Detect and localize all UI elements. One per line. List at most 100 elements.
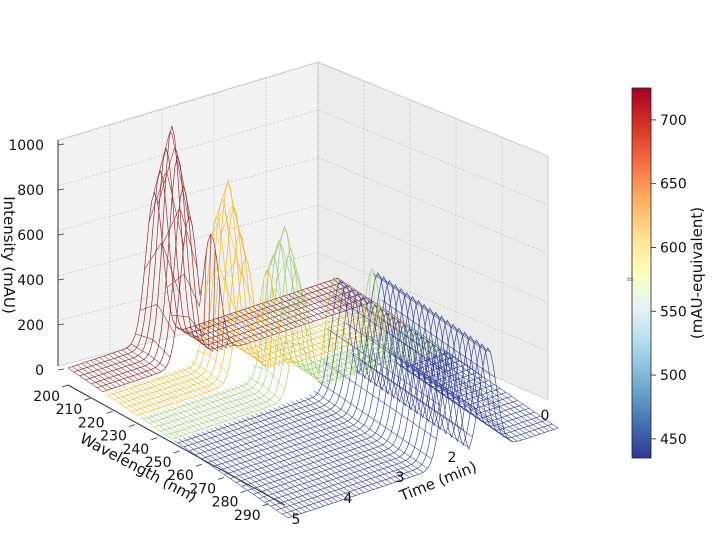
surface-line-wavelength: [192, 434, 307, 513]
surface-line-wavelength: [342, 273, 375, 371]
surface-line-wavelength: [238, 310, 274, 335]
wavelength-tick-mark: [262, 503, 269, 507]
surface-line-wavelength: [180, 403, 213, 426]
surface-line-wavelength: [273, 407, 388, 486]
surface-line-wavelength: [399, 364, 514, 443]
surface-line-wavelength: [352, 310, 386, 334]
surface-line-wavelength: [104, 393, 138, 416]
surface-line-wavelength: [81, 363, 117, 388]
surface-line-wavelength: [253, 343, 287, 365]
wavelength-tick-mark: [61, 384, 69, 388]
colorbar-marker: =: [626, 274, 634, 285]
surface-line-wavelength: [108, 354, 144, 379]
surface-line-wavelength: [297, 292, 330, 386]
surface-line-wavelength: [271, 337, 305, 361]
surface-line-wavelength: [193, 398, 227, 422]
surface-line-wavelength: [118, 388, 152, 412]
surface-line-wavelength: [340, 291, 455, 370]
surface-line-wavelength: [225, 315, 261, 340]
surface-line-wavelength: [324, 355, 357, 377]
surface-line-wavelength: [408, 362, 523, 441]
surface-line-wavelength: [140, 381, 174, 404]
surface-line-wavelength: [184, 284, 220, 352]
surface-line-wavelength: [195, 349, 228, 374]
time-tick-label: 3: [396, 470, 405, 486]
surface-line-wavelength: [304, 396, 419, 475]
surface-line-wavelength: [229, 386, 263, 410]
colorbar-tick-label: 700: [660, 113, 687, 129]
surface-line-wavelength: [261, 288, 294, 335]
grid-line: [57, 157, 319, 232]
surface-line-wavelength: [293, 330, 327, 353]
wavelength-tick-label: 270: [189, 481, 216, 497]
surface-line-wavelength: [207, 394, 240, 417]
surface-line-wavelength: [365, 306, 399, 329]
z-tick-label: 1000: [8, 138, 44, 154]
surface-line-wavelength: [180, 248, 216, 352]
surface-line-wavelength: [280, 334, 314, 358]
surface-line-wavelength: [277, 405, 392, 484]
surface-line-wavelength: [316, 322, 350, 346]
surface-line-wavelength: [175, 404, 209, 428]
surface-line-wavelength: [265, 301, 301, 326]
surface-line-wavelength: [153, 412, 186, 435]
surface-line-wavelength: [241, 417, 356, 496]
surface-line-wavelength: [158, 375, 192, 398]
surface-line-wavelength: [223, 423, 338, 502]
surface-line-wavelength: [67, 367, 103, 392]
surface-line-wavelength: [176, 368, 210, 392]
surface-line-wavelength: [122, 387, 156, 410]
surface-line-wavelength: [261, 303, 297, 328]
surface-line-wavelength: [347, 312, 381, 335]
surface-line-wavelength: [190, 360, 224, 384]
colorbar-ticks: 450 500 550 600 650 700: [651, 113, 687, 448]
surface-line-wavelength: [328, 280, 364, 305]
surface-line-wavelength: [234, 312, 270, 337]
surface-line-wavelength: [216, 391, 249, 414]
surface-line-wavelength: [400, 329, 434, 353]
surface-line-wavelength: [183, 437, 298, 516]
surface-line-wavelength: [333, 296, 366, 374]
surface-line-wavelength: [385, 330, 500, 409]
surface-line-wavelength: [320, 321, 354, 344]
surface-line-wavelength: [358, 359, 473, 438]
surface-line-wavelength: [131, 384, 165, 407]
surface-line-wavelength: [229, 313, 265, 338]
surface-line-wavelength: [149, 378, 183, 401]
surface-line-wavelength: [302, 327, 336, 350]
surface-line-wavelength: [270, 300, 306, 325]
surface-line-wavelength: [214, 426, 329, 505]
surface-line-wavelength: [99, 357, 135, 382]
surface-line-wavelength: [405, 328, 438, 351]
z-tick-label: 400: [17, 273, 44, 289]
surface-line-wavelength: [167, 372, 201, 395]
surface-line-wavelength: [355, 344, 389, 367]
surface-line-wavelength: [313, 390, 428, 469]
z-tick-label: 600: [17, 228, 44, 244]
surface-line-wavelength: [246, 416, 361, 495]
surface-line-wavelength: [439, 351, 554, 430]
colorbar-label: (mAU-equivalent): [688, 207, 706, 339]
surface-line-wavelength: [361, 307, 395, 331]
surface-line-wavelength: [324, 282, 360, 307]
colorbar: [631, 87, 652, 459]
surface-line-wavelength: [262, 340, 296, 363]
wavelength-tick-mark: [195, 463, 202, 467]
wavelength-tick-mark: [128, 424, 136, 427]
grid-line: [57, 62, 319, 142]
surface-line-wavelength: [109, 391, 143, 415]
surface-line-wavelength: [292, 327, 326, 385]
surface-line-wavelength: [244, 317, 278, 368]
surface-line-wavelength: [279, 297, 315, 322]
surface-line-wavelength: [354, 369, 469, 448]
surface-line-wavelength: [205, 429, 320, 508]
surface-line-wavelength: [319, 356, 353, 378]
wavelength-tick-mark: [217, 477, 225, 480]
surface-line-wavelength: [94, 358, 130, 383]
surface-line-wavelength: [145, 379, 179, 403]
surface-line-wavelength: [381, 299, 496, 378]
surface-line-wavelength: [315, 350, 348, 380]
surface-line-wavelength: [136, 382, 170, 406]
z-tick-label: 0: [35, 363, 44, 379]
surface-line-wavelength: [117, 351, 153, 376]
